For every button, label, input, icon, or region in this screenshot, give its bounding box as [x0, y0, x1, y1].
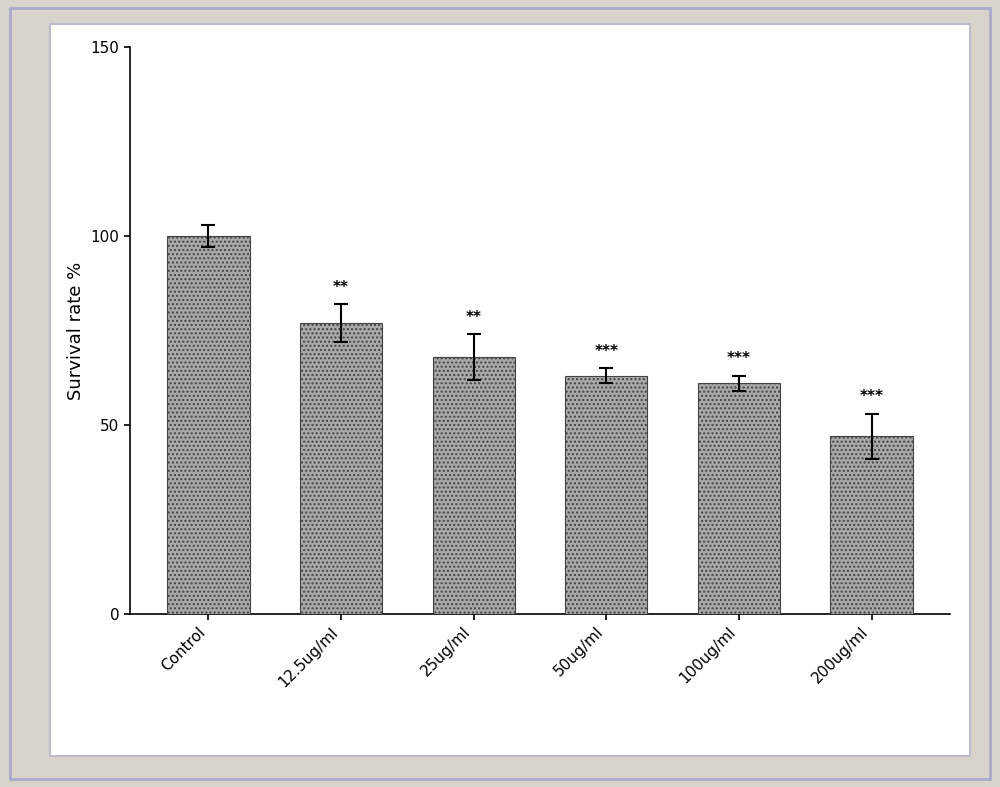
Bar: [830, 436, 913, 614]
Bar: [698, 383, 780, 614]
Bar: [167, 236, 250, 614]
Bar: [565, 376, 647, 614]
Text: ***: ***: [594, 344, 618, 359]
Bar: [300, 323, 382, 614]
Bar: [433, 357, 515, 614]
Text: ***: ***: [860, 390, 884, 405]
Text: **: **: [333, 279, 349, 294]
Text: **: **: [466, 310, 482, 325]
Text: ***: ***: [727, 352, 751, 367]
Y-axis label: Survival rate %: Survival rate %: [67, 261, 85, 400]
